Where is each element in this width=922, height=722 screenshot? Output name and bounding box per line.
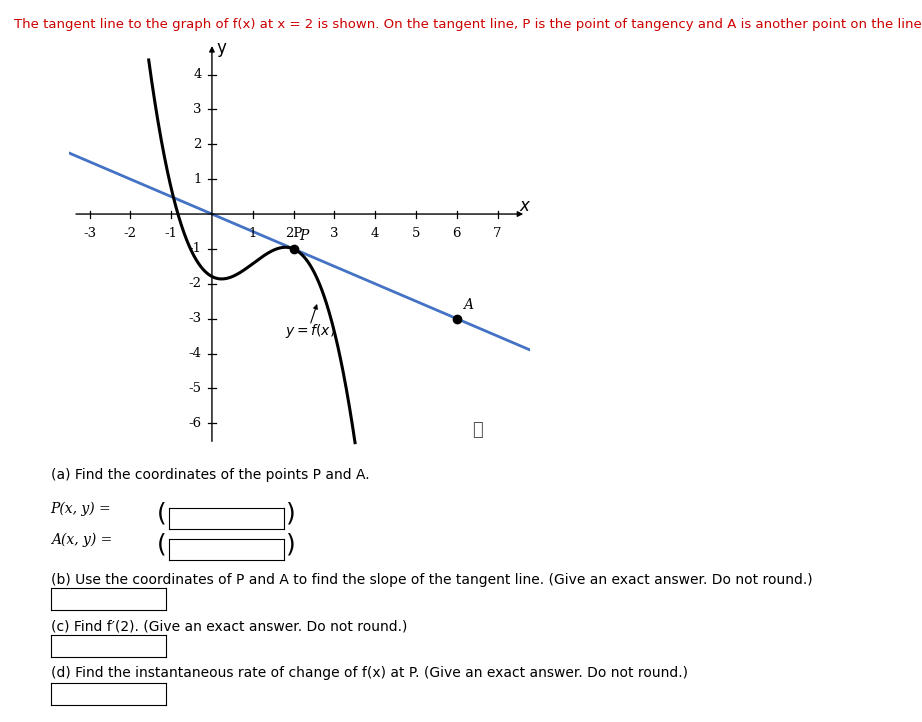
Text: 2P: 2P <box>285 227 302 240</box>
Text: 3: 3 <box>194 103 202 116</box>
Text: (: ( <box>157 502 166 526</box>
Text: 4: 4 <box>371 227 379 240</box>
Text: P(x, y) =: P(x, y) = <box>51 502 112 516</box>
Text: y: y <box>216 40 226 58</box>
Text: 4: 4 <box>194 68 202 81</box>
Text: -3: -3 <box>83 227 96 240</box>
Text: (: ( <box>157 533 166 557</box>
Text: A(x, y) =: A(x, y) = <box>51 533 112 547</box>
Text: (a) Find the coordinates of the points P and A.: (a) Find the coordinates of the points P… <box>51 468 370 482</box>
Text: (c) Find f′(2). (Give an exact answer. Do not round.): (c) Find f′(2). (Give an exact answer. D… <box>51 619 408 633</box>
Text: A: A <box>463 298 473 313</box>
Text: ⓘ: ⓘ <box>472 421 482 439</box>
Text: The tangent line to the graph of f(x) at x = 2 is shown. On the tangent line, P : The tangent line to the graph of f(x) at… <box>14 18 922 31</box>
Text: (b) Use the coordinates of P and A to find the slope of the tangent line. (Give : (b) Use the coordinates of P and A to fi… <box>51 573 812 586</box>
Text: 1: 1 <box>194 173 202 186</box>
Text: -6: -6 <box>189 417 202 430</box>
Text: P: P <box>300 229 309 243</box>
Text: x: x <box>519 197 529 215</box>
Text: -4: -4 <box>189 347 202 360</box>
Text: 7: 7 <box>493 227 502 240</box>
Text: 2: 2 <box>194 138 202 151</box>
Text: -1: -1 <box>165 227 178 240</box>
Text: -3: -3 <box>189 312 202 325</box>
Text: -2: -2 <box>189 277 202 290</box>
Text: -1: -1 <box>189 243 202 256</box>
Text: 1: 1 <box>249 227 257 240</box>
Text: $y = f(x)$: $y = f(x)$ <box>286 322 336 340</box>
Text: 6: 6 <box>453 227 461 240</box>
Text: -2: -2 <box>124 227 136 240</box>
Text: 5: 5 <box>412 227 420 240</box>
Text: 3: 3 <box>330 227 338 240</box>
Text: -5: -5 <box>189 382 202 395</box>
Text: ): ) <box>286 502 295 526</box>
Text: (d) Find the instantaneous rate of change of f(x) at P. (Give an exact answer. D: (d) Find the instantaneous rate of chang… <box>51 666 688 679</box>
Text: ): ) <box>286 533 295 557</box>
